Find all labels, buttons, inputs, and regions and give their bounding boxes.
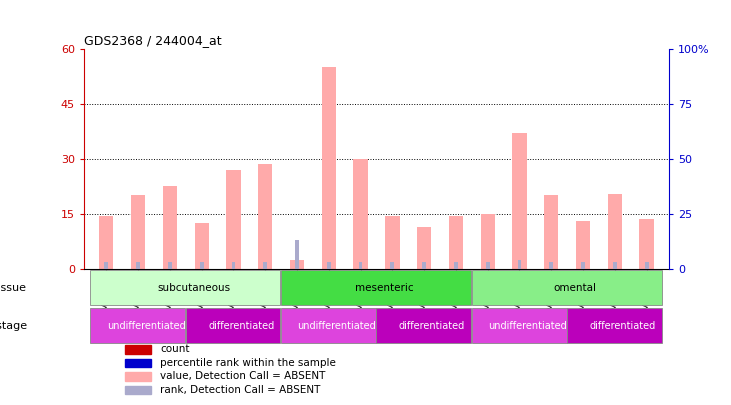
Bar bbox=[454, 262, 458, 269]
Bar bbox=[194, 223, 209, 269]
Bar bbox=[471, 308, 567, 343]
Text: subcutaneous: subcutaneous bbox=[157, 283, 230, 293]
Bar bbox=[105, 262, 108, 269]
Bar bbox=[99, 216, 113, 269]
Bar bbox=[390, 262, 394, 269]
Text: count: count bbox=[160, 345, 189, 354]
Bar bbox=[449, 216, 463, 269]
Text: differentiated: differentiated bbox=[590, 321, 656, 331]
Text: undifferentiated: undifferentiated bbox=[298, 321, 376, 331]
Bar bbox=[281, 271, 471, 305]
Bar bbox=[581, 262, 585, 269]
Bar bbox=[423, 262, 426, 269]
Text: mesenteric: mesenteric bbox=[355, 283, 414, 293]
Bar bbox=[576, 221, 590, 269]
Bar bbox=[136, 262, 140, 269]
Bar bbox=[168, 262, 172, 269]
Text: differentiated: differentiated bbox=[399, 321, 465, 331]
Bar bbox=[322, 67, 336, 269]
Bar bbox=[640, 220, 654, 269]
Bar bbox=[125, 345, 151, 354]
Text: differentiated: differentiated bbox=[208, 321, 275, 331]
Bar bbox=[125, 372, 151, 381]
Text: tissue: tissue bbox=[0, 283, 27, 293]
Text: percentile rank within the sample: percentile rank within the sample bbox=[160, 358, 336, 368]
Bar bbox=[125, 359, 151, 367]
Bar bbox=[613, 262, 617, 269]
Bar bbox=[295, 239, 299, 269]
Bar bbox=[163, 186, 177, 269]
Bar bbox=[125, 386, 151, 394]
Bar bbox=[385, 216, 400, 269]
Text: development stage: development stage bbox=[0, 321, 27, 331]
Bar bbox=[290, 260, 304, 269]
Bar bbox=[645, 262, 648, 269]
Bar bbox=[263, 262, 267, 269]
Bar bbox=[186, 308, 281, 343]
Text: GDS2368 / 244004_at: GDS2368 / 244004_at bbox=[84, 34, 221, 47]
Text: value, Detection Call = ABSENT: value, Detection Call = ABSENT bbox=[160, 371, 325, 382]
Text: undifferentiated: undifferentiated bbox=[107, 321, 186, 331]
Bar bbox=[281, 308, 376, 343]
Text: rank, Detection Call = ABSENT: rank, Detection Call = ABSENT bbox=[160, 385, 320, 395]
Bar bbox=[417, 227, 431, 269]
Bar bbox=[471, 271, 662, 305]
Bar bbox=[91, 308, 185, 343]
Bar bbox=[91, 271, 281, 305]
Bar bbox=[258, 164, 273, 269]
Bar bbox=[200, 262, 203, 269]
Bar bbox=[550, 262, 553, 269]
Bar bbox=[327, 262, 330, 269]
Bar bbox=[567, 308, 662, 343]
Bar bbox=[607, 194, 622, 269]
Bar bbox=[376, 308, 471, 343]
Bar bbox=[359, 262, 363, 269]
Bar bbox=[232, 262, 235, 269]
Text: omental: omental bbox=[553, 283, 596, 293]
Bar bbox=[512, 133, 526, 269]
Bar bbox=[353, 159, 368, 269]
Bar bbox=[227, 170, 240, 269]
Text: undifferentiated: undifferentiated bbox=[488, 321, 567, 331]
Bar bbox=[131, 196, 145, 269]
Bar bbox=[518, 260, 521, 269]
Bar bbox=[486, 262, 490, 269]
Bar bbox=[544, 196, 558, 269]
Bar bbox=[480, 214, 495, 269]
